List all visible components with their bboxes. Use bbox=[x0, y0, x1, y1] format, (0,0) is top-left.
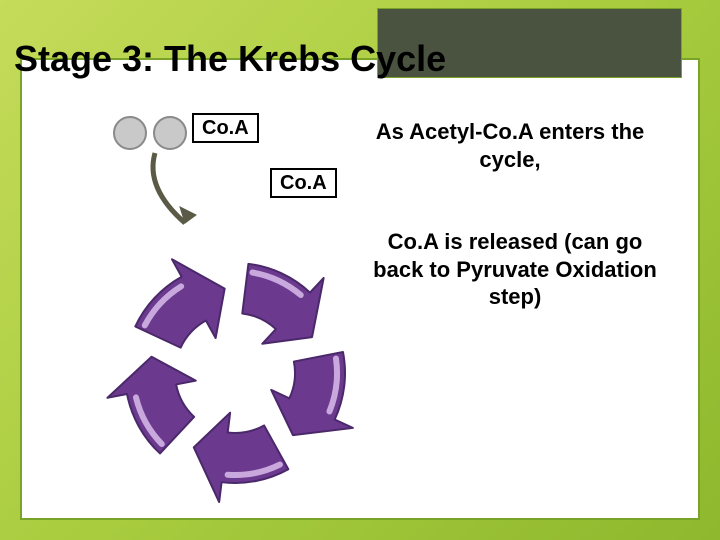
krebs-cycle-icon bbox=[20, 58, 700, 520]
slide-title: Stage 3: The Krebs Cycle bbox=[14, 38, 446, 80]
diagram-area: Co.A Co.A As Acetyl-Co.A enters the cycl… bbox=[20, 58, 700, 520]
